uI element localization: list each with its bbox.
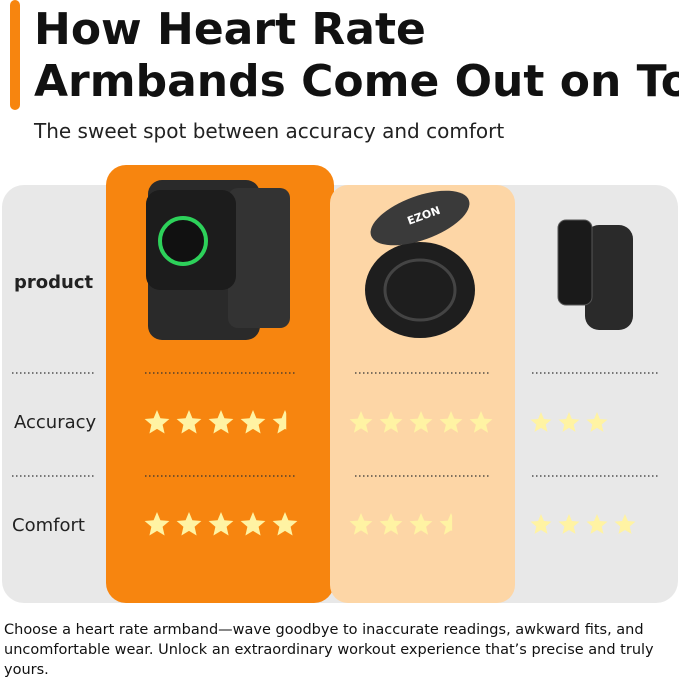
star — [439, 411, 463, 433]
star — [409, 513, 433, 535]
star — [469, 411, 493, 433]
star — [176, 410, 202, 434]
star — [586, 514, 608, 534]
title-line: How Heart Rate — [34, 4, 426, 55]
dividers — [12, 372, 660, 477]
armband-image — [146, 180, 290, 340]
star — [208, 410, 234, 434]
infographic: How Heart Rate Armbands Come Out on Top T… — [2, 0, 679, 603]
title-line: Armbands Come Out on Top — [34, 56, 679, 107]
row-label: product — [14, 272, 93, 293]
star — [349, 411, 373, 433]
star — [349, 513, 373, 535]
star — [530, 412, 552, 432]
star — [240, 512, 266, 536]
star — [614, 514, 636, 534]
title: How Heart Rate Armbands Come Out on Top — [34, 4, 679, 107]
watch-image — [557, 219, 633, 330]
star — [558, 514, 580, 534]
star — [558, 412, 580, 432]
star — [144, 410, 170, 434]
row-label: Comfort — [12, 515, 85, 536]
footer-text: Choose a heart rate armband—wave goodbye… — [4, 622, 654, 678]
subtitle: The sweet spot between accuracy and comf… — [33, 119, 504, 143]
star — [379, 513, 403, 535]
star — [439, 513, 453, 535]
strap-image: EZON — [365, 190, 475, 338]
star — [586, 412, 608, 432]
star — [379, 411, 403, 433]
star — [176, 512, 202, 536]
row-label: Accuracy — [14, 412, 97, 433]
star — [272, 410, 287, 434]
star — [208, 512, 234, 536]
star — [240, 410, 266, 434]
star — [530, 514, 552, 534]
star — [409, 411, 433, 433]
accent-bar — [10, 0, 20, 110]
star — [144, 512, 170, 536]
star — [272, 512, 298, 536]
